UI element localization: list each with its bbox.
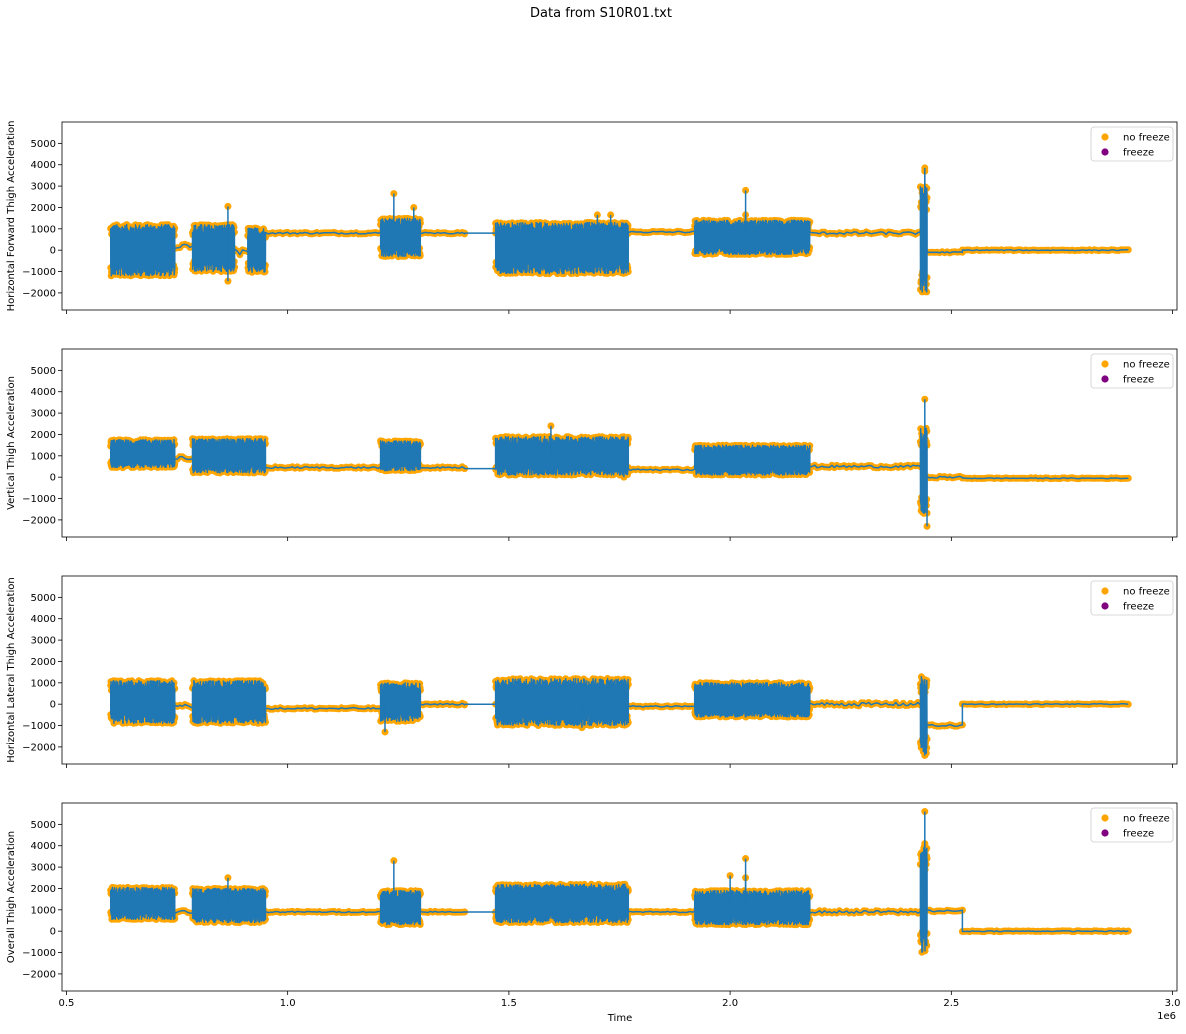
y-tick-label: −2000 (22, 288, 56, 299)
axes-frame (61, 575, 1178, 765)
y-tick-label: 5000 (31, 593, 56, 604)
y-tick-label: 5000 (31, 139, 56, 150)
legend-marker-freeze (1101, 602, 1109, 610)
y-tick-label: 5000 (31, 366, 56, 377)
legend-marker-freeze (1101, 829, 1109, 837)
y-tick-label: 2000 (31, 884, 56, 895)
figure-title: Data from S10R01.txt (530, 6, 672, 21)
y-tick-label: 3000 (31, 863, 56, 874)
y-tick-label: −2000 (22, 742, 56, 753)
legend-label: no freeze (1123, 587, 1170, 598)
x-tick-label: 1.0 (280, 998, 296, 1009)
subplot-3: −2000 −1000 0 1000 2000 3000 4000 5000 Horizonta… (6, 575, 1178, 768)
x-axis-offset-label: 1e6 (1157, 1011, 1176, 1022)
x-axis-label: Time (607, 1013, 632, 1024)
y-tick-label: 1000 (31, 678, 56, 689)
y-tick-label: −1000 (22, 721, 56, 732)
legend-label: no freeze (1123, 133, 1170, 144)
signal-line (109, 427, 1129, 515)
legend-marker-no-freeze (1101, 814, 1109, 822)
plot-area (107, 673, 1132, 759)
signal-line (109, 186, 1129, 293)
y-tick-label: 4000 (31, 387, 56, 398)
legend-box (1090, 126, 1174, 162)
legend-marker-freeze (1101, 375, 1109, 383)
x-tick-label: 2.5 (943, 998, 959, 1009)
legend-marker-no-freeze (1101, 133, 1109, 141)
y-tick-label: 4000 (31, 841, 56, 852)
subplot-2: −2000 −1000 0 1000 2000 3000 4000 5000 Vertical … (6, 348, 1178, 541)
legend: no freeze freeze (1090, 580, 1174, 616)
y-tick-label: −2000 (22, 969, 56, 980)
axes-frame (61, 348, 1178, 538)
y-tick-label: 3000 (31, 636, 56, 647)
y-tick-label: 0 (50, 473, 56, 484)
legend-label: no freeze (1123, 360, 1170, 371)
y-tick-label: −2000 (22, 515, 56, 526)
y-axis-label: Overall Thigh Acceleration (6, 831, 17, 963)
legend-marker-no-freeze (1101, 587, 1109, 595)
subplot-4: −2000 −1000 0 1000 2000 3000 4000 5000 0.5 1.0 1.5… (6, 802, 1181, 1009)
signal-line (109, 676, 1129, 754)
legend: no freeze freeze (1090, 807, 1174, 843)
subplots: −2000 −1000 0 1000 2000 3000 4000 5000 Horizonta… (6, 121, 1181, 1009)
legend: no freeze freeze (1090, 126, 1174, 162)
legend-box (1090, 807, 1174, 843)
legend-label: freeze (1123, 602, 1154, 613)
y-axis-label: Vertical Thigh Acceleration (6, 376, 17, 510)
y-tick-label: 4000 (31, 160, 56, 171)
y-tick-label: −1000 (22, 948, 56, 959)
y-tick-label: 1000 (31, 224, 56, 235)
y-tick-label: 1000 (31, 905, 56, 916)
legend-marker-no-freeze (1101, 360, 1109, 368)
plot-area (107, 395, 1132, 530)
legend-label: freeze (1123, 148, 1154, 159)
y-tick-label: −1000 (22, 494, 56, 505)
y-tick-label: 0 (50, 927, 56, 938)
legend-label: freeze (1123, 375, 1154, 386)
y-tick-label: 2000 (31, 203, 56, 214)
signal-line (109, 845, 1129, 953)
subplot-1: −2000 −1000 0 1000 2000 3000 4000 5000 Horizonta… (6, 121, 1178, 314)
y-tick-label: 0 (50, 246, 56, 257)
x-tick-label: 3.0 (1165, 998, 1181, 1009)
legend-label: no freeze (1123, 814, 1170, 825)
y-tick-label: 4000 (31, 614, 56, 625)
axes-frame (61, 802, 1178, 992)
y-tick-label: 5000 (31, 820, 56, 831)
y-tick-label: 0 (50, 700, 56, 711)
plot-area (107, 164, 1132, 296)
y-tick-label: 3000 (31, 409, 56, 420)
y-tick-label: −1000 (22, 267, 56, 278)
x-tick-label: 0.5 (58, 998, 74, 1009)
y-tick-label: 1000 (31, 451, 56, 462)
legend-marker-freeze (1101, 148, 1109, 156)
y-axis-label: Horizontal Forward Thigh Acceleration (6, 121, 17, 312)
legend: no freeze freeze (1090, 353, 1174, 389)
plot-area (107, 808, 1132, 956)
legend-box (1090, 580, 1174, 616)
x-tick-label: 1.5 (501, 998, 517, 1009)
legend-box (1090, 353, 1174, 389)
axes-frame (61, 121, 1178, 311)
y-tick-label: 2000 (31, 657, 56, 668)
y-tick-label: 3000 (31, 182, 56, 193)
y-tick-label: 2000 (31, 430, 56, 441)
x-tick-label: 2.0 (722, 998, 738, 1009)
legend-label: freeze (1123, 829, 1154, 840)
y-axis-label: Horizontal Lateral Thigh Acceleration (6, 577, 17, 762)
